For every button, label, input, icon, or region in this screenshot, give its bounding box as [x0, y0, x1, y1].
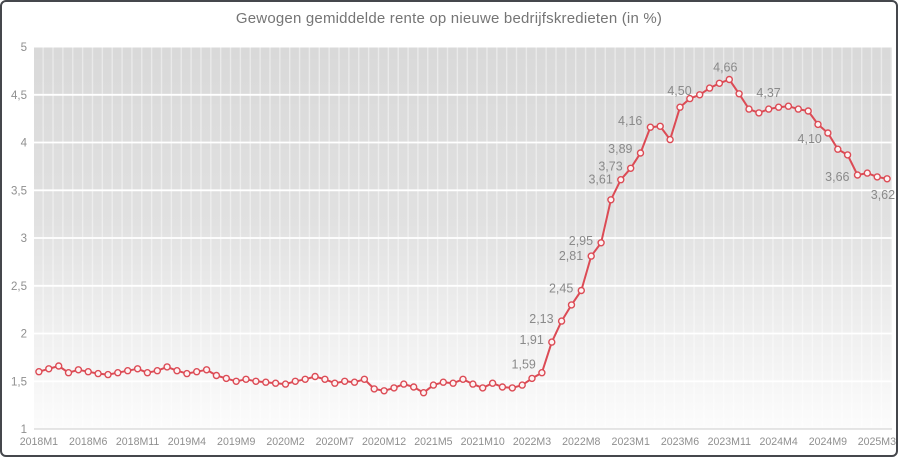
data-label: 3,89 [608, 142, 632, 156]
svg-text:3: 3 [21, 233, 27, 245]
svg-text:2024M9: 2024M9 [809, 436, 847, 448]
svg-text:2023M1: 2023M1 [612, 436, 650, 448]
svg-text:2022M3: 2022M3 [513, 436, 551, 448]
data-label: 4,66 [713, 61, 737, 75]
svg-text:2020M7: 2020M7 [316, 436, 354, 448]
data-label: 3,66 [825, 170, 849, 184]
data-label: 2,13 [529, 312, 553, 326]
svg-text:2,5: 2,5 [11, 281, 27, 293]
data-label: 2,95 [569, 234, 593, 248]
data-label: 3,61 [588, 173, 612, 187]
data-label: 2,45 [549, 282, 573, 296]
data-label: 1,59 [512, 358, 536, 372]
svg-text:2020M2: 2020M2 [266, 436, 304, 448]
data-label: 3,73 [598, 159, 622, 173]
svg-text:3,5: 3,5 [11, 185, 27, 197]
svg-text:2025M3: 2025M3 [858, 436, 896, 448]
svg-text:2022M8: 2022M8 [562, 436, 600, 448]
svg-text:2021M10: 2021M10 [461, 436, 505, 448]
svg-text:5: 5 [21, 42, 27, 54]
data-label: 4,50 [667, 84, 691, 98]
svg-text:2019M9: 2019M9 [217, 436, 255, 448]
svg-text:2018M6: 2018M6 [69, 436, 107, 448]
svg-text:2024M4: 2024M4 [759, 436, 797, 448]
chart-title: Gewogen gemiddelde rente op nieuwe bedri… [235, 10, 663, 27]
data-label: 2,81 [559, 249, 583, 263]
svg-text:2019M4: 2019M4 [168, 436, 206, 448]
data-label: 4,16 [618, 114, 642, 128]
svg-text:1,5: 1,5 [11, 376, 27, 388]
svg-text:2020M12: 2020M12 [362, 436, 406, 448]
svg-text:2018M1: 2018M1 [20, 436, 58, 448]
svg-text:2021M5: 2021M5 [414, 436, 452, 448]
svg-text:4,5: 4,5 [11, 90, 27, 102]
svg-text:4: 4 [21, 138, 28, 150]
svg-text:1: 1 [21, 424, 27, 436]
svg-text:2023M6: 2023M6 [661, 436, 699, 448]
svg-text:2018M11: 2018M11 [116, 436, 159, 448]
data-label: 4,10 [798, 132, 822, 146]
data-label: 1,91 [519, 333, 543, 347]
svg-text:2023M11: 2023M11 [708, 436, 751, 448]
svg-text:2: 2 [21, 329, 27, 341]
data-label: 4,37 [756, 86, 780, 100]
data-label: 3,62 [871, 188, 895, 202]
